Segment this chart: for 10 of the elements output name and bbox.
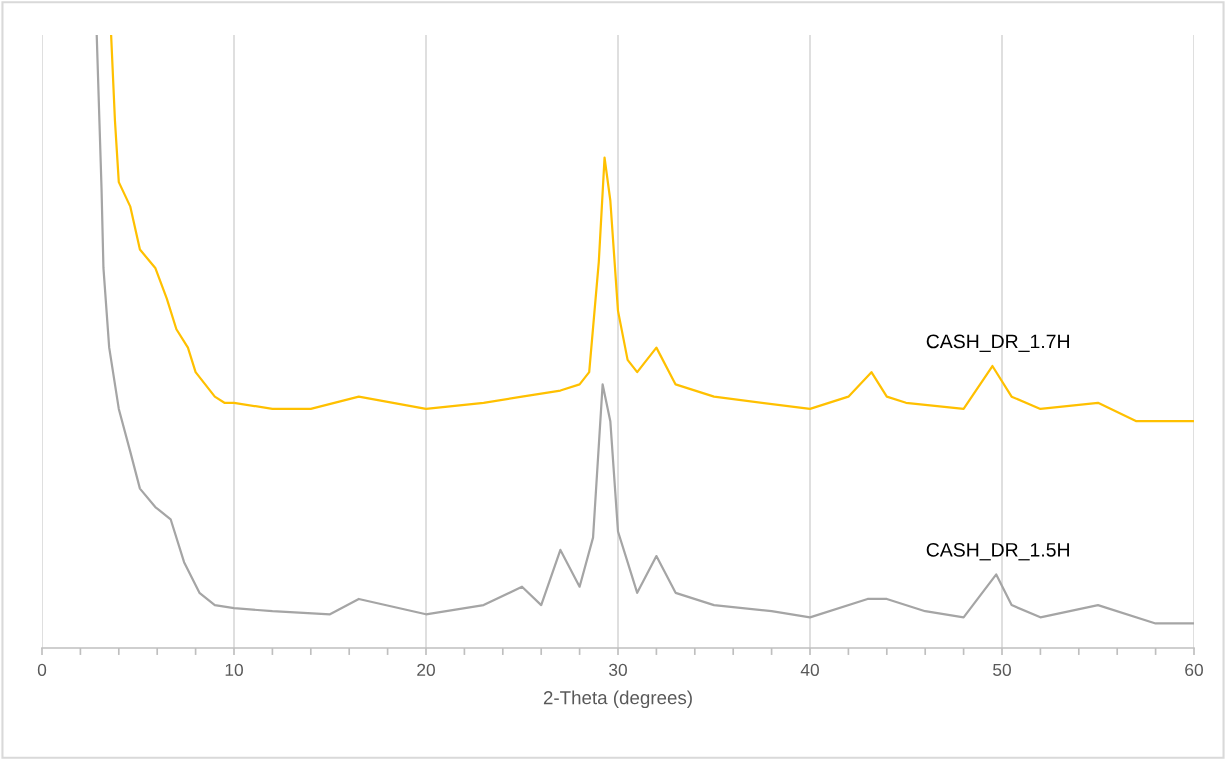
x-tick-label: 10	[225, 663, 243, 677]
series-label: CASH_DR_1.7H	[926, 334, 1069, 352]
x-tick-label: 20	[417, 663, 435, 677]
series-label: CASH_DR_1.5H	[926, 542, 1069, 561]
x-tick-label: 0	[37, 663, 47, 677]
x-tick-label: 30	[609, 663, 627, 677]
x-axis-title: 2-Theta (degrees)	[543, 690, 692, 709]
x-tick-label: 50	[993, 663, 1011, 677]
x-tick-label: 40	[800, 663, 819, 677]
x-tick-label: 60	[1185, 663, 1203, 677]
